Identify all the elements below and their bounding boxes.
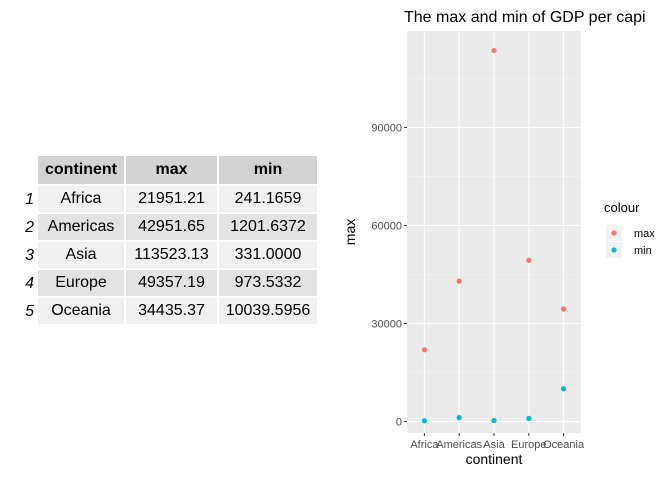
cell-continent: Africa	[38, 186, 126, 214]
summary-table: continent max min 1 Africa 21951.21 241.…	[24, 156, 319, 326]
legend-title: colour	[604, 200, 640, 215]
row-index: 1	[25, 191, 34, 208]
y-tick-label: 30000	[371, 319, 402, 331]
header-continent: continent	[38, 156, 126, 186]
header-min: min	[219, 156, 319, 186]
data-point-max	[526, 257, 532, 263]
y-axis-title: max	[342, 219, 358, 245]
summary-table-container: continent max min 1 Africa 21951.21 241.…	[24, 156, 319, 326]
cell-max: 21951.21	[126, 186, 219, 214]
table-row: 5 Oceania 34435.37 10039.5956	[24, 298, 319, 326]
row-index: 3	[25, 247, 34, 264]
cell-max: 42951.65	[126, 214, 219, 242]
data-point-min	[491, 417, 497, 424]
data-point-max	[561, 306, 567, 312]
cell-continent: Asia	[38, 242, 126, 270]
legend-key-min	[611, 247, 617, 253]
table-row: 2 Americas 42951.65 1201.6372	[24, 214, 319, 242]
cell-continent: Oceania	[38, 298, 126, 326]
plot-title: The max and min of GDP per capi	[404, 9, 646, 26]
table-row: 4 Europe 49357.19 973.5332	[24, 270, 319, 298]
legend-label-max: max	[634, 228, 655, 240]
x-tick-label: Americas	[436, 439, 482, 451]
data-point-min	[526, 415, 532, 421]
x-tick-label: Oceania	[543, 439, 585, 451]
row-index: 2	[25, 219, 34, 236]
data-point-min	[421, 418, 427, 424]
y-tick-label: 60000	[371, 220, 402, 232]
cell-min: 241.1659	[219, 186, 319, 214]
legend-label-min: min	[634, 245, 652, 257]
cell-min: 331.0000	[219, 242, 319, 270]
y-tick-label: 0	[396, 417, 402, 429]
data-point-min	[561, 386, 567, 392]
data-point-max	[456, 278, 462, 284]
cell-max: 49357.19	[126, 270, 219, 298]
data-point-min	[456, 415, 462, 421]
cell-min: 10039.5956	[219, 298, 319, 326]
x-tick-label: Africa	[410, 439, 439, 451]
cell-max: 113523.13	[126, 242, 219, 270]
cell-max: 34435.37	[126, 298, 219, 326]
cell-continent: Americas	[38, 214, 126, 242]
x-tick-label: Europe	[511, 439, 546, 451]
x-tick-label: Asia	[483, 439, 505, 451]
cell-min: 973.5332	[219, 270, 319, 298]
data-point-max	[491, 47, 497, 54]
header-max: max	[126, 156, 219, 186]
row-index: 5	[25, 303, 34, 320]
data-point-max	[421, 347, 427, 353]
table-row: 1 Africa 21951.21 241.1659	[24, 186, 319, 214]
y-tick-label: 90000	[371, 122, 402, 134]
row-index: 4	[25, 275, 34, 292]
table-row: 3 Asia 113523.13 331.0000	[24, 242, 319, 270]
x-axis-title: continent	[466, 451, 523, 467]
cell-min: 1201.6372	[219, 214, 319, 242]
table-header-row: continent max min	[24, 156, 319, 186]
cell-continent: Europe	[38, 270, 126, 298]
legend-key-max	[611, 230, 617, 236]
